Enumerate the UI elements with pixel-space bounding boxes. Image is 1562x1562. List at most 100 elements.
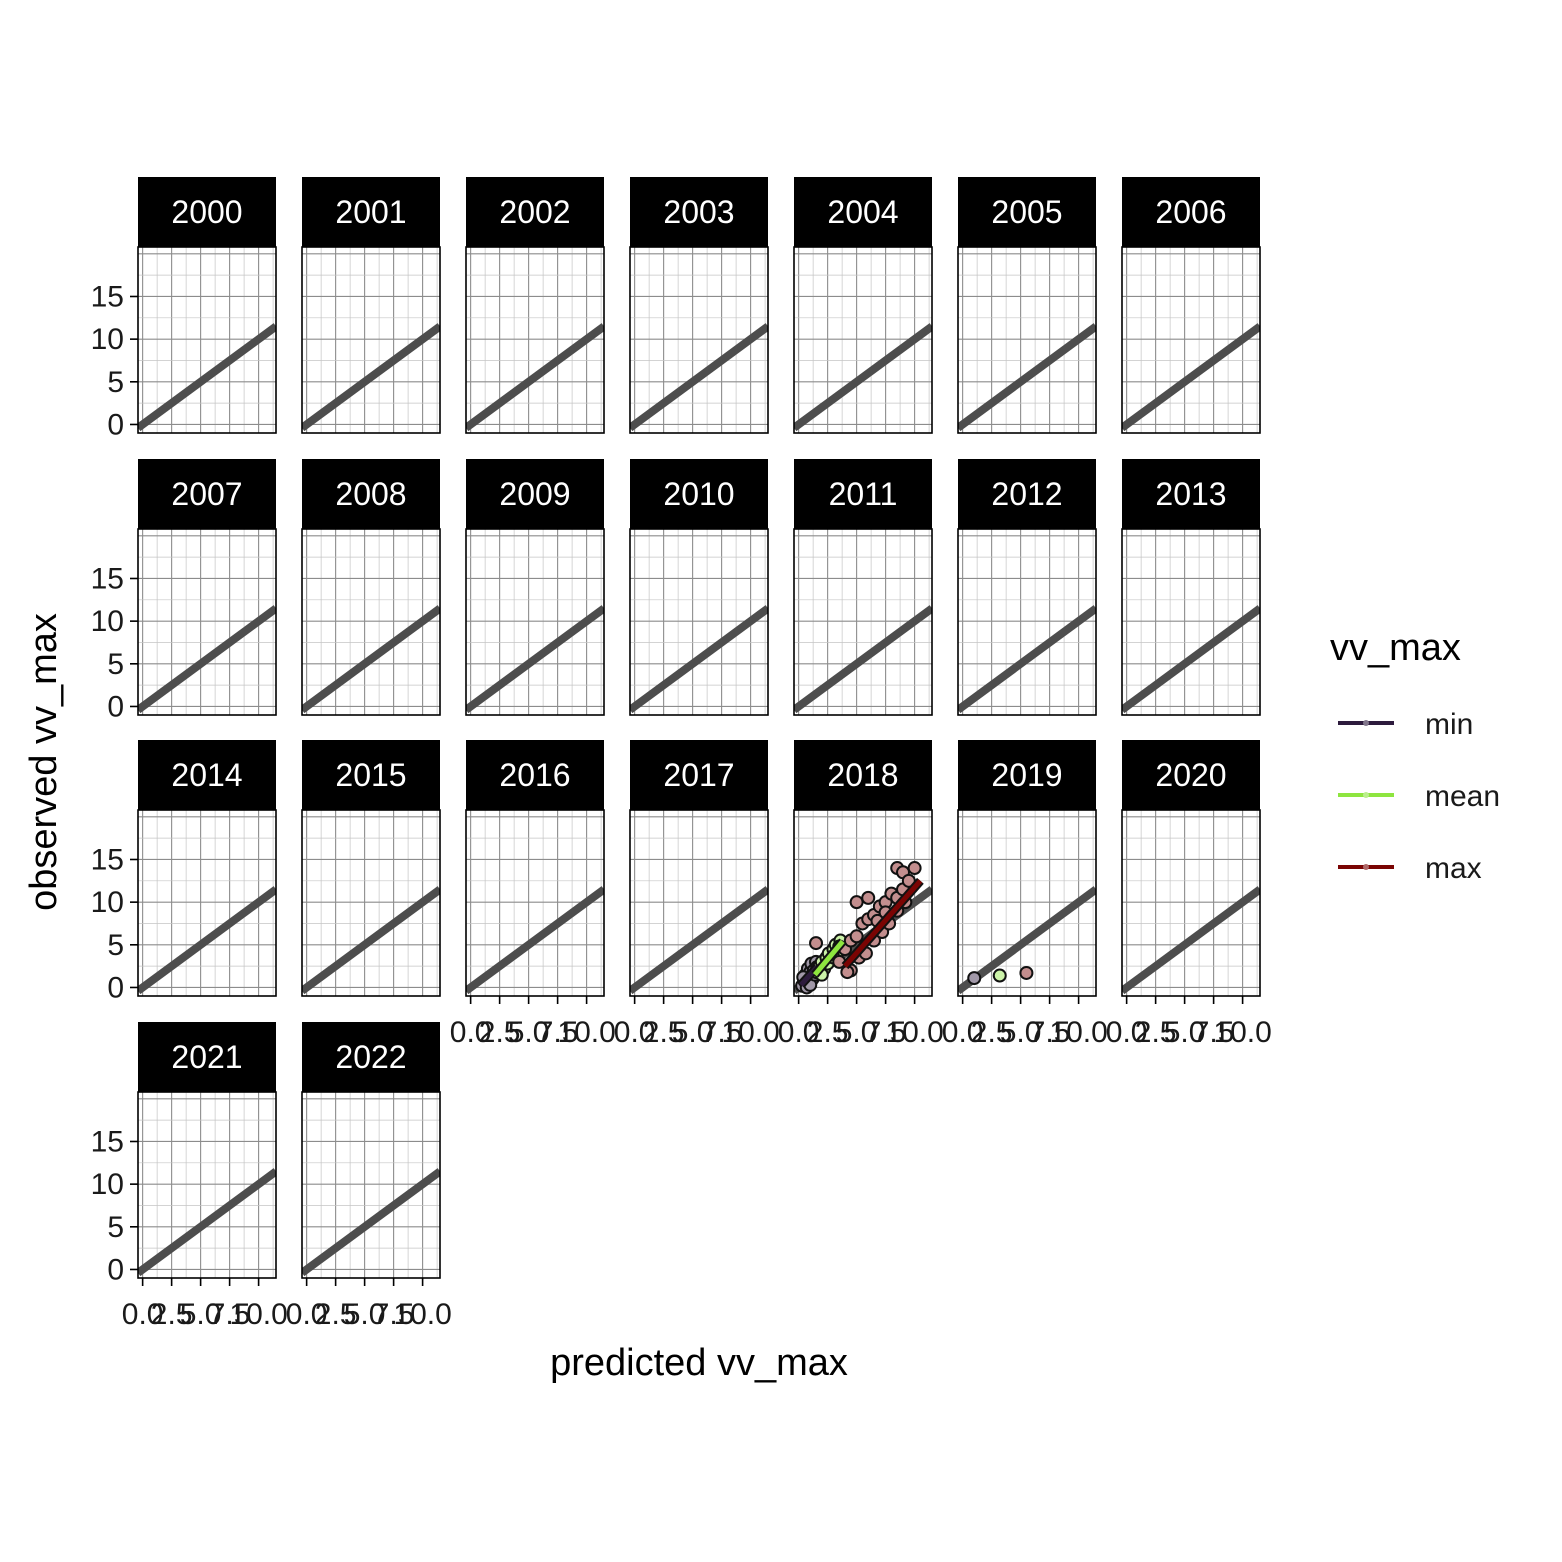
x-tick-label: 7.5 [865,1016,907,1049]
y-tick-label: 15 [91,280,124,313]
x-tick-label: 10.0 [393,1298,451,1331]
facet-strip [958,740,1096,810]
y-tick-label: 5 [107,648,124,681]
facet-strip-label: 2001 [335,194,406,230]
reference-line [794,323,932,432]
x-tick-label: 10.0 [557,1016,615,1049]
reference-line [466,605,604,714]
facet-panel-2004: 2004 [793,177,933,434]
x-tick-label: 10.0 [1049,1016,1107,1049]
reference-line [958,323,1096,432]
x-tick-label: 5.0 [1000,1016,1042,1049]
x-tick-label: 2.5 [971,1016,1013,1049]
facet-panel-2021: 2021 0 5 10 15 0.02.55.07.510.0 [91,1022,288,1331]
gridlines [1122,529,1260,715]
data-point-max [849,929,864,944]
facet-strip-label: 2021 [171,1039,242,1075]
x-tick-label: 5.0 [1164,1016,1206,1049]
y-tick-label: 5 [107,366,124,399]
legend-key-point-max [1363,864,1369,870]
facet-strip [794,177,932,247]
data-point-min [967,971,982,986]
x-tick-label: 7.5 [373,1298,415,1331]
x-tick-label: 0.0 [942,1016,984,1049]
reference-line [302,886,440,995]
x-tick-label: 7.5 [701,1016,743,1049]
legend-label-mean: mean [1425,780,1500,813]
facet-strip [630,177,768,247]
data-point-mean [992,968,1007,983]
facet-strip [302,740,440,810]
x-tick-label: 0.0 [286,1298,328,1331]
facet-panel-2018: 2018 0.02.55.07.510.0 [778,740,944,1049]
facet-strip-label: 2004 [827,194,898,230]
facet-strip [466,177,604,247]
reference-line [138,605,276,714]
gridlines [302,810,440,996]
reference-line [466,323,604,432]
facet-strip [1122,459,1260,529]
facet-panel-2019: 2019 0.02.55.07.510.0 [942,740,1108,1049]
reference-line [138,886,276,995]
x-axis-title: predicted vv_max [550,1342,848,1384]
facet-strip-label: 2008 [335,476,406,512]
gridlines [138,810,276,996]
facet-strip [138,177,276,247]
legend-key-point-min [1363,720,1369,726]
facet-strip-label: 2013 [1155,476,1226,512]
gridlines [958,529,1096,715]
gridlines [958,810,1096,996]
facet-panel-2011: 2011 [793,459,933,716]
facet-panel-2022: 2022 0.02.55.07.510.0 [286,1022,452,1331]
x-tick-label: 10.0 [721,1016,779,1049]
facet-strip [302,1022,440,1092]
reference-line [302,605,440,714]
facet-strip [466,459,604,529]
data-point-max [907,861,922,876]
facet-panel-2003: 2003 [629,177,769,434]
x-tick-label: 5.0 [344,1298,386,1331]
facet-strip [1122,740,1260,810]
reference-line [630,323,768,432]
facet-strip [138,1022,276,1092]
facet-panel-2000: 2000 0 5 10 15 [91,177,277,441]
y-tick-label: 5 [107,929,124,962]
data-layer [795,861,924,995]
gridlines [302,1092,440,1278]
x-tick-label: 2.5 [479,1016,521,1049]
y-tick-label: 15 [91,1125,124,1158]
y-tick-label: 10 [91,886,124,919]
y-tick-label: 5 [107,1211,124,1244]
x-tick-label: 5.0 [180,1298,222,1331]
x-tick-label: 10.0 [1213,1016,1271,1049]
x-tick-label: 2.5 [1135,1016,1177,1049]
facet-strip-label: 2005 [991,194,1062,230]
legend-label-min: min [1425,708,1473,741]
y-tick-label: 15 [91,562,124,595]
y-tick-label: 0 [107,971,124,1004]
facet-panel-2013: 2013 [1121,459,1261,716]
facet-strip [138,459,276,529]
x-tick-label: 0.0 [450,1016,492,1049]
facet-panel-2007: 2007 0 5 10 15 [91,459,277,723]
data-point-max [861,890,876,905]
facet-panel-2002: 2002 [465,177,605,434]
facet-strip-label: 2017 [663,757,734,793]
facet-strip-label: 2015 [335,757,406,793]
data-point-max [849,895,864,910]
reference-line [958,605,1096,714]
facet-strip-label: 2014 [171,757,242,793]
facet-panel-2016: 2016 0.02.55.07.510.0 [450,740,616,1049]
facet-panel-2012: 2012 [957,459,1097,716]
reference-line [302,323,440,432]
gridlines [630,529,768,715]
x-tick-label: 5.0 [836,1016,878,1049]
legend-key-point-mean [1363,792,1369,798]
legend: vv_max min mean max [1330,627,1500,885]
facet-strip [630,459,768,529]
reference-line [138,323,276,432]
facet-strip [958,177,1096,247]
facet-strip-label: 2003 [663,194,734,230]
y-tick-label: 0 [107,1253,124,1286]
